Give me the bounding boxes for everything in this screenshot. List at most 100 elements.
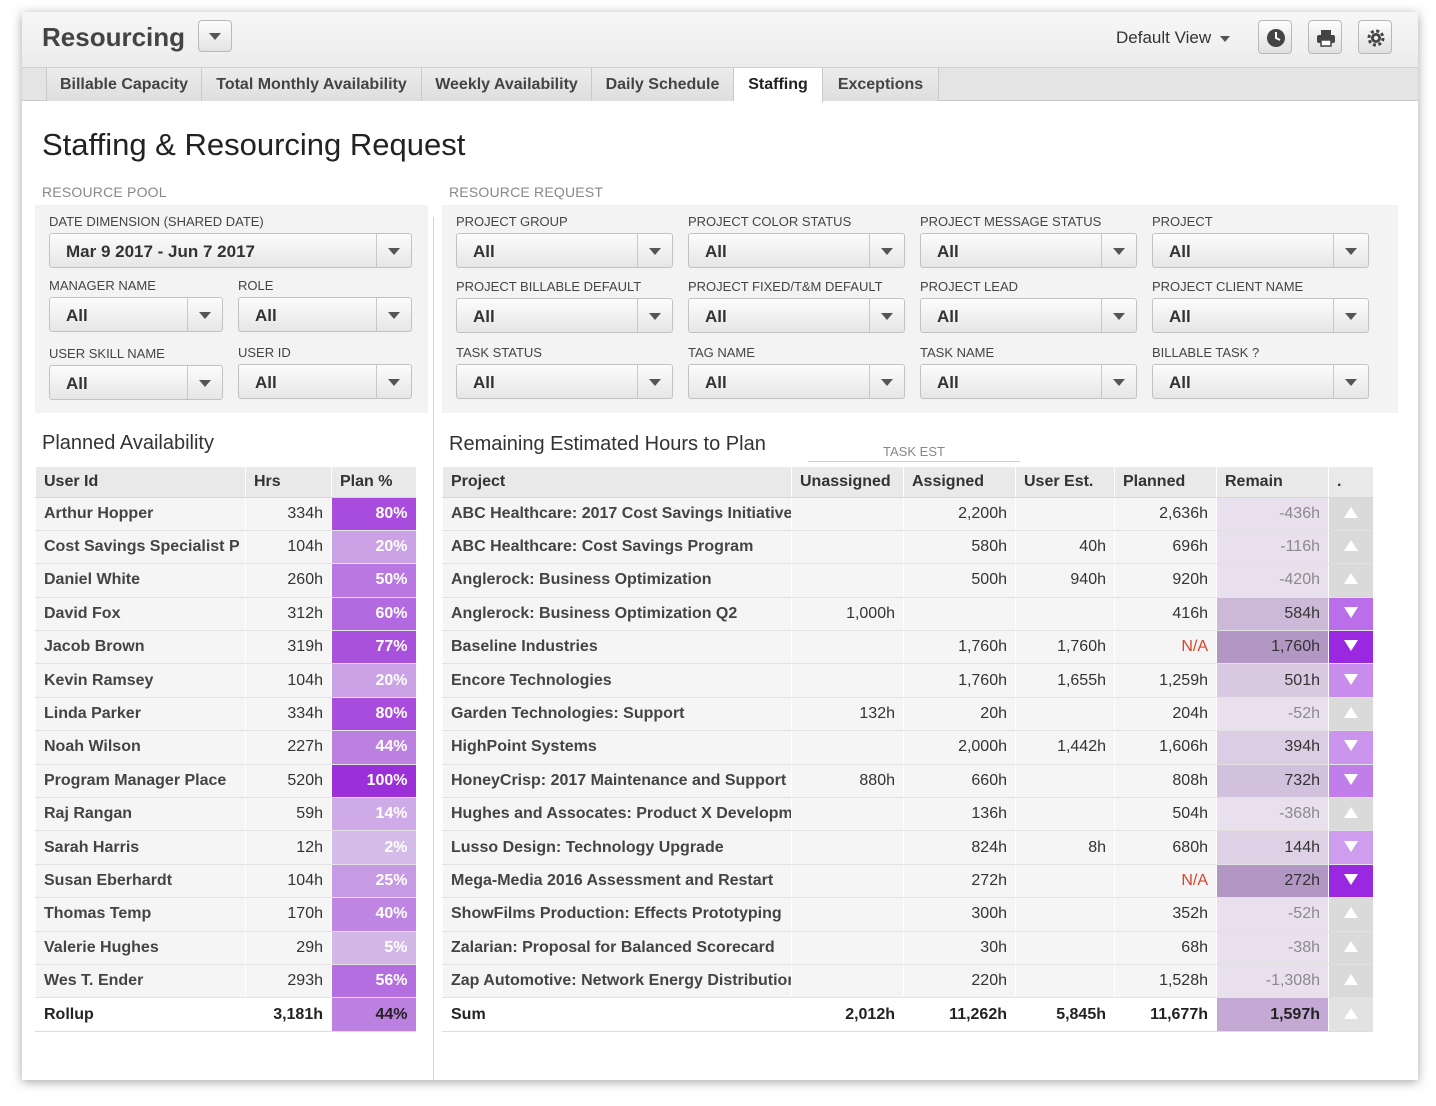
filter-select[interactable]: All (688, 233, 905, 268)
table-row[interactable]: ShowFilms Production: Effects Prototypin… (442, 897, 1373, 932)
assigned-cell: 500h (903, 563, 1016, 598)
user-cell: David Fox (35, 597, 246, 632)
table-row[interactable]: HighPoint Systems 2,000h 1,442h 1,606h 394h (442, 730, 1373, 765)
remain-cell: -1,308h (1216, 964, 1329, 999)
filter-select[interactable]: All (920, 364, 1137, 399)
hours-cell: 12h (245, 830, 332, 865)
table-row[interactable]: Noah Wilson 227h 44% (35, 730, 416, 765)
resource-pool-label: RESOURCE POOL (42, 184, 167, 200)
tab-daily-schedule[interactable]: Daily Schedule (592, 68, 734, 101)
table-row[interactable]: Anglerock: Business Optimization 500h 940h… (442, 563, 1373, 598)
remain-cell: 272h (1216, 864, 1329, 899)
column-header[interactable]: Hrs (245, 467, 332, 498)
user-skill-select[interactable]: All (49, 365, 223, 400)
column-header[interactable]: Project (442, 467, 792, 498)
filter-select[interactable]: All (920, 298, 1137, 333)
table-header-row: Project Unassigned Assigned User Est. Pl… (442, 467, 1373, 498)
table-row[interactable]: Lusso Design: Technology Upgrade 824h 8h 68… (442, 830, 1373, 865)
column-header[interactable]: Unassigned (791, 467, 904, 498)
table-row[interactable]: David Fox 312h 60% (35, 597, 416, 632)
table-row[interactable]: Wes T. Ender 293h 56% (35, 964, 416, 999)
table-row[interactable]: Program Manager Place 520h 100% (35, 764, 416, 799)
user-est-cell (1015, 964, 1115, 999)
column-header[interactable]: Plan % (331, 467, 416, 498)
table-row[interactable]: Arthur Hopper 334h 80% (35, 497, 416, 531)
tab-staffing[interactable]: Staffing (734, 68, 823, 103)
user-est-cell (1015, 497, 1115, 531)
filter-select[interactable]: All (456, 298, 673, 333)
filter-select[interactable]: All (688, 364, 905, 399)
table-row[interactable]: ABC Healthcare: 2017 Cost Savings Initia… (442, 497, 1373, 531)
table-row[interactable]: ABC Healthcare: Cost Savings Program 580h… (442, 530, 1373, 565)
filter-select[interactable]: All (688, 298, 905, 333)
print-button[interactable] (1308, 20, 1342, 54)
trend-indicator (1328, 597, 1373, 632)
settings-button[interactable] (1358, 20, 1392, 54)
user-id-select[interactable]: All (238, 364, 412, 399)
table-row[interactable]: Kevin Ramsey 104h 20% (35, 663, 416, 698)
remain-cell: 394h (1216, 730, 1329, 765)
table-row[interactable]: Daniel White 260h 50% (35, 563, 416, 598)
table-row[interactable]: Susan Eberhardt 104h 25% (35, 864, 416, 899)
user-est-cell (1015, 797, 1115, 832)
tab-weekly-availability[interactable]: Weekly Availability (422, 68, 592, 101)
history-button[interactable] (1258, 20, 1292, 54)
column-header[interactable]: Assigned (903, 467, 1016, 498)
table-row[interactable]: Encore Technologies 1,760h 1,655h 1,259h 501… (442, 663, 1373, 698)
tab-exceptions[interactable]: Exceptions (823, 68, 939, 101)
column-header[interactable]: User Id (35, 467, 246, 498)
hours-cell: 260h (245, 563, 332, 598)
filter-select[interactable]: All (1152, 233, 1369, 268)
column-header[interactable]: Planned (1114, 467, 1217, 498)
table-row[interactable]: Hughes and Assocates: Product X Developm… (442, 797, 1373, 832)
user-cell: Kevin Ramsey (35, 663, 246, 698)
filter-select[interactable]: All (1152, 364, 1369, 399)
filter-label: MANAGER NAME (49, 278, 156, 293)
app-menu-dropdown[interactable] (198, 20, 232, 52)
table-row[interactable]: Cost Savings Specialist P 104h 20% (35, 530, 416, 565)
table-row[interactable]: Baseline Industries 1,760h 1,760h N/A 1,760h (442, 630, 1373, 665)
role-select[interactable]: All (238, 297, 412, 332)
assigned-cell: 220h (903, 964, 1016, 999)
table-row[interactable]: Zalarian: Proposal for Balanced Scorecar… (442, 931, 1373, 965)
total-row[interactable]: Sum 2,012h 11,262h 5,845h 11,677h 1,597h (442, 997, 1373, 1032)
user-cell: Sarah Harris (35, 830, 246, 865)
filter-label: PROJECT COLOR STATUS (688, 214, 852, 229)
table-row[interactable]: Jacob Brown 319h 77% (35, 630, 416, 665)
filter-label: ROLE (238, 278, 274, 293)
filter-select[interactable]: All (920, 233, 1137, 268)
chevron-down-icon[interactable] (1220, 36, 1230, 42)
column-header[interactable]: Remain (1216, 467, 1329, 498)
filter-select[interactable]: All (1152, 298, 1369, 333)
filter-label: TASK STATUS (456, 345, 542, 360)
planned-cell: 352h (1114, 897, 1217, 932)
unassigned-cell (791, 931, 904, 965)
manager-name-select[interactable]: All (49, 297, 223, 332)
table-row[interactable]: Thomas Temp 170h 40% (35, 897, 416, 932)
filter-label: PROJECT BILLABLE DEFAULT (456, 279, 642, 294)
assigned-cell: 30h (903, 931, 1016, 965)
table-row[interactable]: Anglerock: Business Optimization Q2 1,000… (442, 597, 1373, 632)
total-row[interactable]: Rollup 3,181h 44% (35, 997, 416, 1032)
table-row[interactable]: HoneyCrisp: 2017 Maintenance and Support… (442, 764, 1373, 799)
tab-total-monthly-availability[interactable]: Total Monthly Availability (202, 68, 422, 101)
table-row[interactable]: Mega-Media 2016 Assessment and Restart 27… (442, 864, 1373, 899)
column-header[interactable]: . (1328, 467, 1373, 498)
project-cell: Anglerock: Business Optimization (442, 563, 792, 598)
chevron-down-icon (209, 33, 221, 40)
column-header[interactable]: User Est. (1015, 467, 1115, 498)
tab-billable-capacity[interactable]: Billable Capacity (47, 68, 202, 101)
filter-select[interactable]: All (456, 364, 673, 399)
filter-select[interactable]: All (456, 233, 673, 268)
triangle-up-icon (1343, 940, 1358, 952)
table-row[interactable]: Zap Automotive: Network Energy Distribut… (442, 964, 1373, 999)
table-row[interactable]: Raj Rangan 59h 14% (35, 797, 416, 832)
date-dimension-select[interactable]: Mar 9 2017 - Jun 7 2017 (49, 233, 412, 268)
view-selector[interactable]: Default View (1116, 28, 1212, 47)
table-row[interactable]: Linda Parker 334h 80% (35, 697, 416, 732)
table-row[interactable]: Valerie Hughes 29h 5% (35, 931, 416, 965)
table-row[interactable]: Sarah Harris 12h 2% (35, 830, 416, 865)
table-row[interactable]: Garden Technologies: Support 132h 20h 204h -… (442, 697, 1373, 732)
filter-label: USER SKILL NAME (49, 346, 165, 361)
user-cell: Noah Wilson (35, 730, 246, 765)
